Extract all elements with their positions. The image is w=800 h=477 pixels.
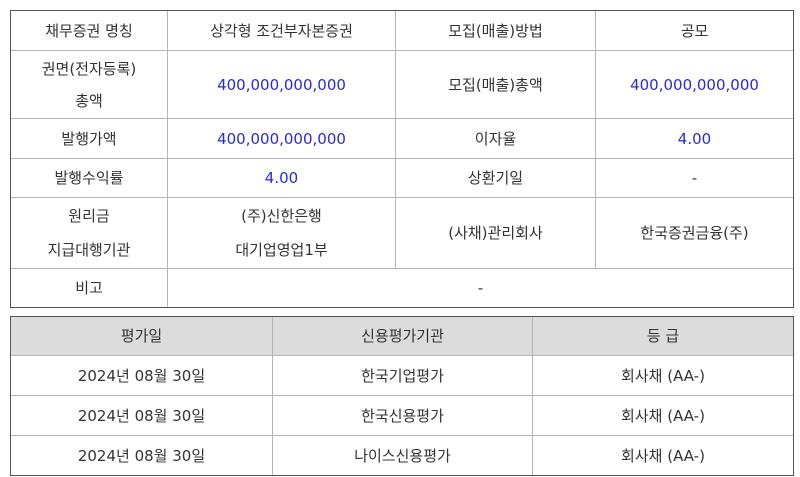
value-cell: -	[595, 158, 794, 198]
label-cell: 상환기일	[395, 158, 596, 198]
value-cell: 상각형 조건부자본증권	[167, 10, 396, 51]
agency-cell: 한국신용평가	[272, 395, 533, 436]
header-cell: 평가일	[10, 316, 273, 356]
label-cell: 발행수익률	[10, 158, 168, 198]
grade-cell: 회사채 (AA-)	[532, 435, 794, 476]
date-cell: 2024년 08월 30일	[10, 435, 273, 476]
label-cell: (사채)관리회사	[395, 197, 596, 269]
label-cell: 모집(매출)방법	[395, 10, 596, 51]
grade-cell: 회사채 (AA-)	[532, 355, 794, 396]
value-cell: 400,000,000,000	[167, 50, 396, 119]
table-row: 채무증권 명칭 상각형 조건부자본증권 모집(매출)방법 공모	[10, 10, 794, 51]
bond-info-table: 채무증권 명칭 상각형 조건부자본증권 모집(매출)방법 공모 권면(전자등록)…	[10, 10, 794, 308]
table-row: 2024년 08월 30일 나이스신용평가 회사채 (AA-)	[10, 435, 794, 476]
table-row: 2024년 08월 30일 한국기업평가 회사채 (AA-)	[10, 355, 794, 396]
credit-rating-table: 평가일 신용평가기관 등 급 2024년 08월 30일 한국기업평가 회사채 …	[10, 316, 794, 476]
value-cell: 한국증권금융(주)	[595, 197, 794, 269]
date-cell: 2024년 08월 30일	[10, 395, 273, 436]
table-row: 2024년 08월 30일 한국신용평가 회사채 (AA-)	[10, 395, 794, 436]
label-cell: 발행가액	[10, 118, 168, 159]
label-cell: 권면(전자등록) 총액	[10, 50, 168, 119]
header-cell: 등 급	[532, 316, 794, 356]
grade-cell: 회사채 (AA-)	[532, 395, 794, 436]
agency-cell: 나이스신용평가	[272, 435, 533, 476]
agency-cell: 한국기업평가	[272, 355, 533, 396]
remark-value: -	[167, 268, 794, 308]
value-cell: (주)신한은행 대기업영업1부	[167, 197, 396, 269]
table-row: 비고 -	[10, 268, 794, 308]
label-cell: 채무증권 명칭	[10, 10, 168, 51]
remark-label: 비고	[10, 268, 168, 308]
label-cell: 원리금 지급대행기관	[10, 197, 168, 269]
table-row: 발행수익률 4.00 상환기일 -	[10, 158, 794, 198]
value-cell: 400,000,000,000	[167, 118, 396, 159]
header-cell: 신용평가기관	[272, 316, 533, 356]
value-cell: 400,000,000,000	[595, 50, 794, 119]
label-cell: 모집(매출)총액	[395, 50, 596, 119]
date-cell: 2024년 08월 30일	[10, 355, 273, 396]
value-cell: 4.00	[595, 118, 794, 159]
label-cell: 이자율	[395, 118, 596, 159]
table-row: 발행가액 400,000,000,000 이자율 4.00	[10, 118, 794, 159]
table-row: 권면(전자등록) 총액 400,000,000,000 모집(매출)총액 400…	[10, 50, 794, 119]
table-row: 원리금 지급대행기관 (주)신한은행 대기업영업1부 (사채)관리회사 한국증권…	[10, 197, 794, 269]
value-cell: 4.00	[167, 158, 396, 198]
header-row: 평가일 신용평가기관 등 급	[10, 316, 794, 356]
value-cell: 공모	[595, 10, 794, 51]
